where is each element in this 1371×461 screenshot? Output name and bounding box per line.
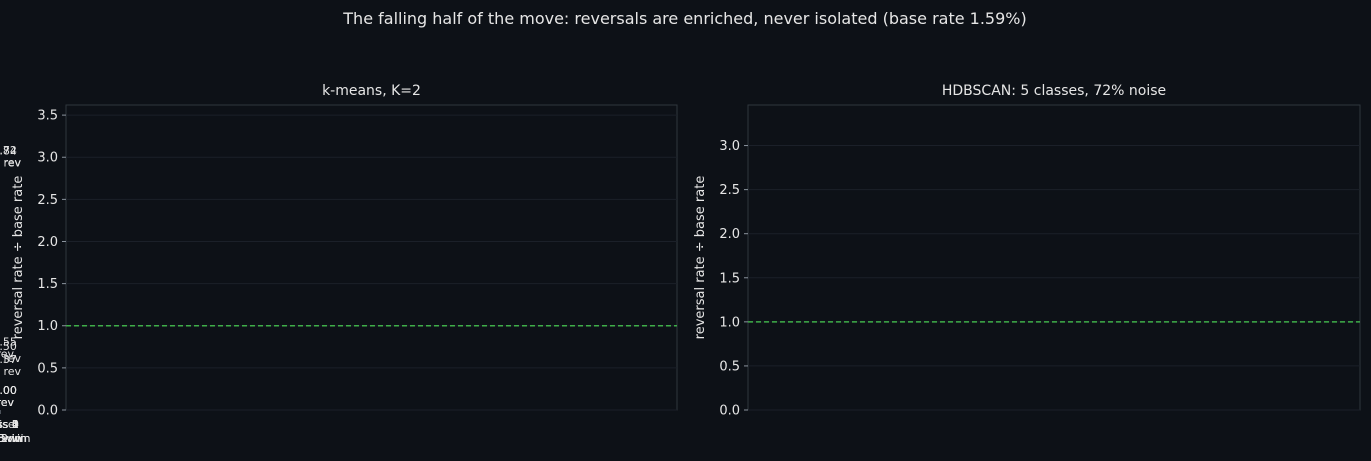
- y-tick-label: 0.0: [37, 404, 58, 419]
- y-tick-label: 1.0: [37, 319, 58, 334]
- x-category-sublabel: 230 win: [0, 432, 22, 445]
- x-category-label: class 4: [0, 418, 19, 431]
- bar-count-label: 273 rev: [0, 156, 22, 169]
- bar-count-label: 156 rev: [0, 352, 22, 365]
- x-category-label: class 3: [0, 418, 19, 431]
- bar-count-label: 119 rev: [0, 365, 22, 378]
- y-tick-label: 3.0: [719, 139, 740, 154]
- x-category-sublabel: 19,559 win: [0, 432, 31, 445]
- bar-count-label: 312 rev: [0, 157, 22, 170]
- plot-area: [747, 104, 1361, 411]
- y-tick-label: 2.5: [719, 183, 740, 198]
- plot-area: [65, 104, 678, 411]
- y-tick-label: 1.0: [719, 315, 740, 330]
- y-tick-label: 2.0: [719, 227, 740, 242]
- y-tick-label: 1.5: [719, 271, 740, 286]
- y-tick-label: 0.5: [719, 359, 740, 374]
- figure-title: The falling half of the move: reversals …: [342, 9, 1026, 28]
- chart-panels: 0.0 0.5 1.0 1.5 2.0 2.5 3.0 3.5 ×0.37119 rev clas…: [0, 83, 1361, 445]
- bar-ratio-label: ×2.84: [0, 145, 17, 158]
- bar-ratio-label: ×0.00: [0, 384, 17, 397]
- panel-title: k-means, K=2: [322, 83, 421, 99]
- bar-ratio-label: ×0.55: [0, 336, 17, 349]
- x-category-label: class 0: [0, 418, 19, 431]
- y-axis-label: reversal rate ÷ base rate: [11, 176, 26, 340]
- y-tick-label: 2.0: [37, 235, 58, 250]
- x-category-label: class 0: [0, 418, 19, 431]
- bar-count-label: 0 rev: [0, 396, 15, 409]
- y-tick-label: 3.0: [37, 151, 58, 166]
- y-tick-label: 0.0: [719, 404, 740, 419]
- bar-count-label: 0 rev: [0, 396, 15, 409]
- y-axis-label: reversal rate ÷ base rate: [693, 176, 708, 340]
- x-category-label: noise: [0, 418, 15, 431]
- x-category-label: class 1: [0, 418, 19, 431]
- x-category-sublabel: 206 win: [0, 432, 22, 445]
- y-tick-label: 0.5: [37, 361, 58, 376]
- bar-ratio-label: ×0.00: [0, 384, 17, 397]
- chart-panel-2: 0.0 0.5 1.0 1.5 2.0 2.5 3.0 ×0.50156 rev noise19…: [0, 83, 1361, 445]
- x-category-label: class 2: [0, 418, 19, 431]
- x-category-sublabel: 6,335 win: [0, 432, 27, 445]
- bar-ratio-label: ×0.50: [0, 340, 17, 353]
- x-category-label: class 1: [0, 418, 19, 431]
- x-category-sublabel: 420 win: [0, 432, 22, 445]
- y-tick-label: 2.5: [37, 193, 58, 208]
- x-category-sublabel: 6,928 win: [0, 432, 27, 445]
- bar-count-label: 0 rev: [0, 396, 15, 409]
- y-tick-label: 1.5: [37, 277, 58, 292]
- panel-title: HDBSCAN: 5 classes, 72% noise: [942, 83, 1166, 99]
- x-category-sublabel: 430 win: [0, 432, 22, 445]
- y-tick-label: 3.5: [37, 109, 58, 124]
- bar-ratio-label: ×0.00: [0, 384, 17, 397]
- x-category-sublabel: 20,252 win: [0, 432, 31, 445]
- bar-ratio-label: ×2.72: [0, 144, 17, 157]
- bar-count-label: 2 rev: [0, 348, 15, 361]
- chart-panel-1: 0.0 0.5 1.0 1.5 2.0 2.5 3.0 3.5 ×0.37119 rev clas…: [0, 83, 678, 445]
- bar-ratio-label: ×0.37: [0, 353, 17, 366]
